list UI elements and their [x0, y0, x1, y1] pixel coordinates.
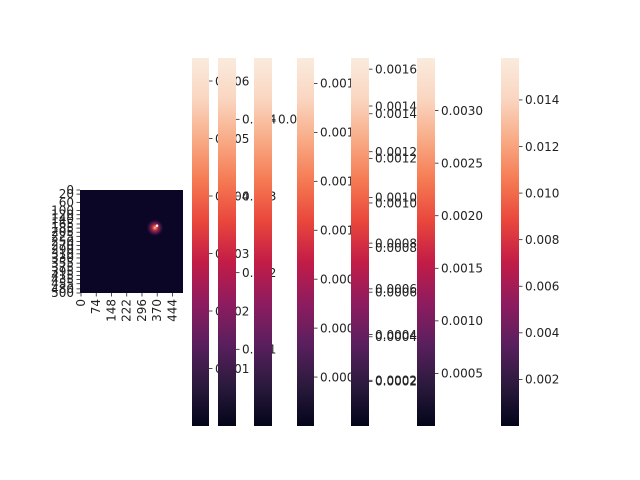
- heatmap-y-tick-label: 395: [51, 264, 74, 278]
- colorbar-tick-label: 0.0006: [375, 282, 417, 296]
- colorbar: 0.002 0.004 0.006 0.008 0.010 0.012 0.014: [501, 58, 559, 426]
- heatmap-y-tick-label: 270: [51, 239, 74, 253]
- colorbar-gradient: [218, 58, 236, 426]
- colorbar-tick-label: 0.0025: [441, 156, 483, 170]
- colorbar: 0.0005 0.0010 0.0015 0.0020 0.0025 0.0030: [417, 58, 483, 426]
- colorbar-tick-label: 0.0016: [375, 62, 417, 76]
- colorbar-tick-label: 0.0030: [441, 104, 483, 118]
- colorbar-tick-label: 0.0015: [441, 262, 483, 276]
- heatmap-y-tick-label: 0: [66, 183, 74, 197]
- colorbar-tick-label: 0.0002: [375, 374, 417, 388]
- heatmap-y-tick-label: 455: [51, 277, 74, 291]
- heatmap-y-tick-label: 290: [51, 243, 74, 257]
- heatmap-y-tick-label: 415: [51, 268, 74, 282]
- colorbar: 0.00020.00040.00060.00080.00100.00120.00…: [369, 62, 417, 389]
- colorbar-tick-label: 0.0020: [441, 209, 483, 223]
- heatmap-y-tick-label: 250: [51, 235, 74, 249]
- colorbar-tick-label: 0.0014: [375, 99, 417, 113]
- heatmap-hotspot-peak: [155, 224, 159, 228]
- colorbar: 0.00020.00040.00060.00080.00100.00120.00…: [351, 58, 417, 426]
- heatmap-x-tick-label: 74: [89, 299, 103, 314]
- colorbar-gradient: [192, 58, 209, 426]
- colorbar-tick-label: 0.0004: [375, 330, 417, 344]
- colorbar-tick-label: 0.0004: [375, 328, 417, 342]
- heatmap-plot: 0 74 148 222 296 370 4440206010012014016518520…: [51, 183, 183, 322]
- heatmap-y-tick-label: 185: [51, 221, 74, 235]
- heatmap-y-tick-label: 355: [51, 256, 74, 270]
- heatmap-x-tick-label: 296: [135, 299, 149, 322]
- colorbar-tick-label: 0.0014: [375, 107, 417, 121]
- colorbar-tick-label: 0.0010: [441, 314, 483, 328]
- heatmap-x-tick-label: 0: [74, 299, 88, 307]
- heatmap-y-tick-label: 310: [51, 247, 74, 261]
- heatmap-y-tick-label: 165: [51, 217, 74, 231]
- heatmap-y-tick-label: 225: [51, 229, 74, 243]
- heatmap-y-tick-label: 480: [51, 282, 74, 296]
- heatmap-y-tick-label: 435: [51, 273, 74, 287]
- colorbar-gradient: [417, 58, 435, 426]
- colorbar-tick-label: 0.002: [525, 373, 559, 387]
- colorbar-tick-label: 0.004: [525, 326, 559, 340]
- colorbar-tick-label: 0.0005: [441, 367, 483, 381]
- colorbar-tick-label: 0.014: [525, 93, 559, 107]
- colorbar-tick-label: 0.006: [525, 280, 559, 294]
- colorbars: 0.0010.0020.0030.0040.0050.0060.0010.002…: [192, 58, 559, 426]
- colorbar-tick-label: 0.0010: [375, 196, 417, 210]
- colorbar-tick-label: 0.0012: [375, 145, 417, 159]
- colorbar-tick-label: 0.0002: [375, 375, 417, 389]
- heatmap-background: [80, 190, 183, 293]
- colorbar-tick-label: 0.008: [525, 233, 559, 247]
- heatmap-y-tick-label: 375: [51, 260, 74, 274]
- heatmap-hotspot: [145, 218, 164, 237]
- heatmap-x-tick-label: 148: [104, 299, 118, 322]
- heatmap-y-tick-label: 140: [51, 212, 74, 226]
- heatmap-x-tick-label: 222: [120, 299, 134, 322]
- colorbar-gradient: [501, 58, 519, 426]
- colorbar-tick-label: 0.010: [525, 186, 559, 200]
- colorbar-gradient: [351, 58, 369, 426]
- colorbar-gradient: [297, 58, 314, 426]
- colorbar-tick-label: 0.0012: [375, 152, 417, 166]
- colorbar-tick-label: 0.0008: [375, 236, 417, 250]
- colorbar-tick-label: 0.0006: [375, 285, 417, 299]
- heatmap-y-tick-label: 120: [51, 208, 74, 222]
- heatmap-y-tick-label: 100: [51, 204, 74, 218]
- colorbar-tick-label: 0.012: [525, 140, 559, 154]
- heatmap-y-tick-label: 205: [51, 225, 74, 239]
- colorbar-tick-label: 0.0008: [375, 241, 417, 255]
- heatmap-y-tick-label: 330: [51, 251, 74, 265]
- heatmap-x-tick-label: 444: [165, 299, 179, 322]
- heatmap-y-tick-label: 500: [51, 286, 74, 300]
- colorbar-gradient: [254, 58, 272, 426]
- heatmap-y-tick-label: 20: [59, 187, 74, 201]
- heatmap-y-tick-label: 60: [59, 195, 74, 209]
- heatmap-x-tick-label: 370: [150, 299, 164, 322]
- colorbar-tick-label: 0.0010: [375, 191, 417, 205]
